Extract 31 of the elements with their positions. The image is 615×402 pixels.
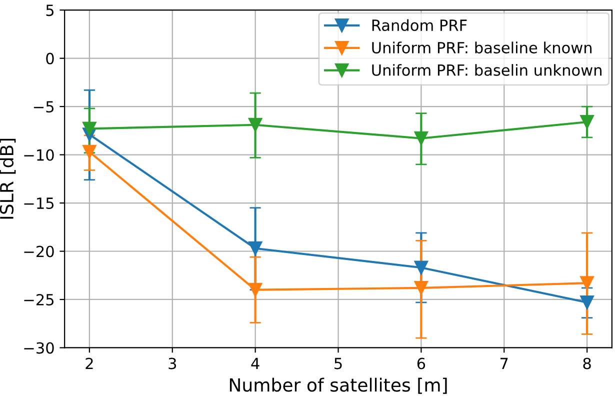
- point: [414, 260, 428, 275]
- point: [414, 131, 428, 146]
- y-tick-label: 0: [46, 52, 54, 64]
- y-tick-label: 5: [46, 4, 54, 16]
- point: [248, 241, 262, 256]
- x-tick-label: 3: [168, 358, 176, 370]
- x-tick-label: 6: [417, 358, 426, 370]
- x-axis-title: Number of satellites [m]: [230, 378, 447, 394]
- point: [580, 115, 594, 129]
- y-tick-label: −30: [24, 342, 54, 354]
- y-tick-label: −15: [24, 198, 54, 210]
- y-axis-title: ISLR [dB]: [0, 138, 16, 219]
- y-tick-label: −20: [24, 246, 54, 258]
- x-tick-label: 2: [86, 358, 93, 370]
- point: [82, 144, 96, 159]
- point: [414, 280, 428, 295]
- point: [82, 122, 96, 136]
- x-tick-label: 7: [500, 358, 508, 370]
- y-tick-label: −25: [24, 294, 54, 306]
- x-tick-label: 5: [334, 358, 342, 370]
- x-tick-label: 4: [251, 358, 260, 370]
- point: [248, 118, 262, 132]
- point: [248, 282, 262, 297]
- legend-label: Uniform PRF: baselin unknown: [372, 64, 602, 76]
- legend-label: Uniform PRF: baseline known: [372, 42, 592, 54]
- point: [580, 276, 594, 290]
- x-tick-label: 8: [583, 358, 591, 370]
- y-tick-label: −10: [24, 149, 54, 161]
- y-tick-label: −5: [34, 101, 54, 113]
- point: [580, 295, 594, 310]
- legend-label: Random PRF: [372, 19, 467, 32]
